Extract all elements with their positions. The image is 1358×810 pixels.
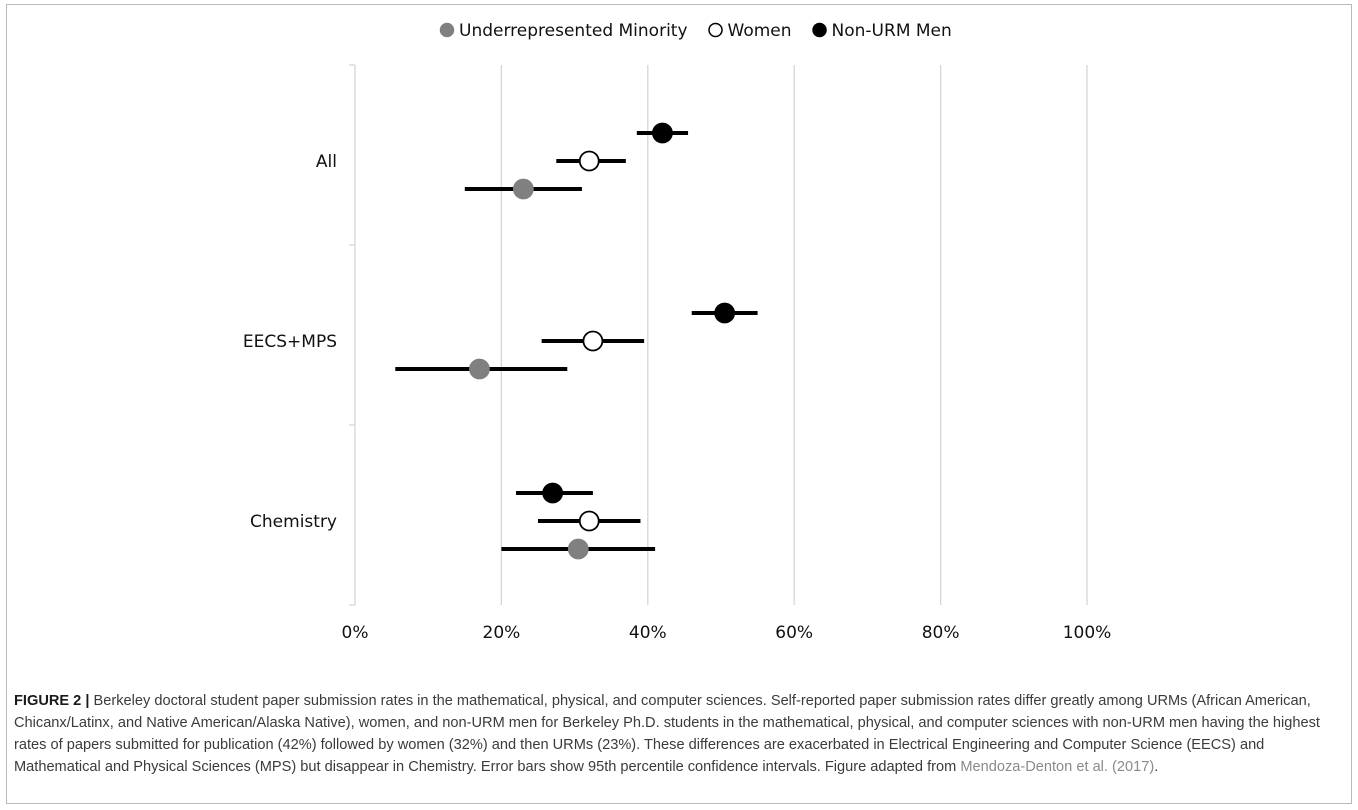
data-point <box>652 122 673 144</box>
data-point <box>512 178 534 200</box>
legend-marker <box>708 22 723 38</box>
x-tick-label: 80% <box>922 623 960 643</box>
x-tick-label: 40% <box>629 623 667 643</box>
figure-frame <box>6 4 1352 804</box>
data-point <box>714 302 736 324</box>
legend-label: Underrepresented Minority <box>459 21 688 41</box>
category-label: All <box>316 152 337 172</box>
x-tick-label: 100% <box>1063 623 1112 643</box>
data-point <box>582 330 604 352</box>
caption-end: . <box>1154 759 1159 775</box>
caption-reference-link[interactable]: Mendoza-Denton et al. (2017) <box>960 759 1155 775</box>
data-point <box>567 538 589 560</box>
x-tick-label: 60% <box>775 623 813 643</box>
data-point <box>542 482 564 504</box>
figure-label: FIGURE 2 | <box>14 693 90 709</box>
legend-marker <box>812 22 827 38</box>
category-label: EECS+MPS <box>243 332 337 352</box>
error-bar-chart: 0% 20% 40% 60% 80% 100% All EECS+MPS Chemistry Un… <box>243 21 1112 643</box>
category-label: Chemistry <box>250 512 337 532</box>
caption-text: Berkeley doctoral student paper submissi… <box>14 693 1320 775</box>
legend-label: Women <box>728 21 792 41</box>
data-point <box>469 358 490 380</box>
x-tick-label: 0% <box>342 623 369 643</box>
legend-marker <box>439 22 455 38</box>
legend-label: Non-URM Men <box>832 21 952 41</box>
data-point <box>578 510 600 532</box>
figure-caption: FIGURE 2 | Berkeley doctoral student pap… <box>14 690 1334 778</box>
x-tick-label: 20% <box>483 623 521 643</box>
data-point <box>578 150 600 172</box>
